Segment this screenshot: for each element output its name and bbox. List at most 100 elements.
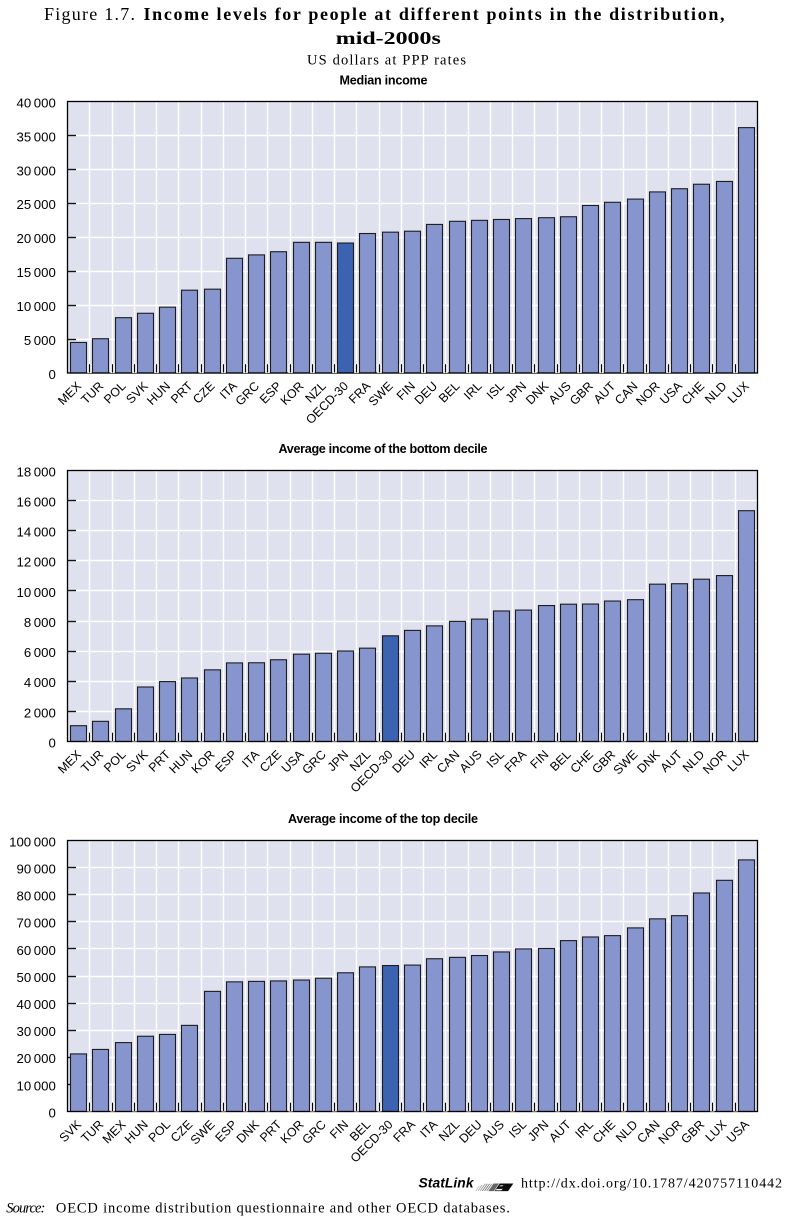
svg-text:FRA: FRA	[502, 747, 530, 775]
svg-text:HUN: HUN	[144, 379, 173, 408]
svg-text:Income levels for people at di: Income levels for people at different po…	[144, 4, 725, 24]
svg-text:JPN: JPN	[503, 379, 529, 405]
svg-text:BEL: BEL	[547, 747, 574, 774]
svg-text:8 000: 8 000	[24, 615, 56, 630]
svg-text:80 000: 80 000	[16, 889, 55, 904]
svg-text:LUX: LUX	[703, 1118, 730, 1145]
svg-text:GBR: GBR	[567, 379, 596, 408]
svg-text:14 000: 14 000	[16, 525, 55, 540]
svg-text:TUR: TUR	[78, 379, 106, 407]
svg-text:NOR: NOR	[633, 379, 662, 408]
svg-text:MEX: MEX	[55, 379, 84, 408]
svg-text:POL: POL	[101, 747, 129, 775]
svg-text:POL: POL	[101, 379, 129, 407]
svg-text:LUX: LUX	[725, 379, 752, 406]
svg-text:USA: USA	[657, 379, 685, 407]
svg-text:ESP: ESP	[257, 379, 284, 406]
svg-text:25 000: 25 000	[16, 197, 55, 212]
svg-text:BEL: BEL	[436, 379, 463, 406]
svg-text:MEX: MEX	[55, 748, 84, 777]
svg-text:GBR: GBR	[678, 1117, 707, 1146]
svg-text:GRC: GRC	[300, 1117, 329, 1146]
svg-text:30 000: 30 000	[16, 1024, 55, 1039]
svg-text:5 000: 5 000	[24, 333, 56, 348]
svg-text:30 000: 30 000	[16, 163, 55, 178]
svg-text:35 000: 35 000	[16, 129, 55, 144]
svg-text:IRL: IRL	[461, 379, 485, 403]
svg-text:JPN: JPN	[525, 1118, 551, 1144]
svg-text:CAN: CAN	[434, 748, 462, 776]
svg-text:Average income of the bottom d: Average income of the bottom decile	[279, 442, 488, 456]
svg-text:AUS: AUS	[479, 1118, 507, 1146]
svg-text:10 000: 10 000	[16, 585, 55, 600]
svg-text:KOR: KOR	[278, 1117, 307, 1146]
svg-text:15 000: 15 000	[16, 265, 55, 280]
svg-text:10 000: 10 000	[16, 1078, 55, 1093]
svg-text:CHE: CHE	[590, 1118, 618, 1146]
svg-text:GRC: GRC	[233, 379, 262, 408]
svg-text:50 000: 50 000	[16, 970, 55, 985]
svg-text:18 000: 18 000	[16, 464, 55, 479]
svg-text:HUN: HUN	[166, 748, 195, 777]
svg-text:JPN: JPN	[325, 748, 351, 774]
svg-text:0: 0	[48, 1105, 55, 1120]
svg-text:ISL: ISL	[484, 379, 507, 402]
svg-text:CHE: CHE	[568, 748, 596, 776]
svg-text:AUS: AUS	[546, 379, 574, 407]
svg-text:NZL: NZL	[436, 1117, 463, 1144]
svg-text:HUN: HUN	[122, 1118, 151, 1147]
svg-text:FIN: FIN	[327, 1118, 351, 1142]
svg-text:mid-2000s: mid-2000s	[336, 28, 441, 48]
svg-text:NLD: NLD	[613, 1117, 640, 1144]
svg-text:16 000: 16 000	[16, 495, 55, 510]
svg-text:FRA: FRA	[390, 1117, 418, 1145]
svg-text:ITA: ITA	[417, 1117, 440, 1140]
svg-text:4 000: 4 000	[24, 675, 56, 690]
svg-text:ESP: ESP	[212, 748, 239, 775]
svg-text:60 000: 60 000	[16, 943, 55, 958]
svg-text:6 000: 6 000	[24, 645, 56, 660]
svg-text:POL: POL	[146, 1117, 174, 1145]
svg-text:CZE: CZE	[257, 748, 284, 775]
svg-text:TUR: TUR	[78, 1117, 106, 1145]
svg-text:CAN: CAN	[612, 379, 640, 407]
svg-text:MEX: MEX	[100, 1118, 129, 1147]
svg-text:TUR: TUR	[78, 747, 106, 775]
svg-text:SWE: SWE	[188, 1118, 218, 1148]
svg-text:Figure 1.7.: Figure 1.7.	[44, 4, 135, 24]
svg-text:SVK: SVK	[57, 1117, 85, 1145]
svg-text:ISL: ISL	[506, 1117, 529, 1140]
svg-text:40 000: 40 000	[16, 997, 55, 1012]
svg-text:70 000: 70 000	[16, 916, 55, 931]
svg-text:FIN: FIN	[527, 748, 551, 772]
svg-text:DNK: DNK	[634, 747, 663, 776]
svg-text:NOR: NOR	[700, 747, 729, 776]
svg-text:AUT: AUT	[591, 379, 619, 407]
svg-text:OECD income distribution quest: OECD income distribution questionnaire a…	[56, 1201, 510, 1217]
svg-text:CHE: CHE	[679, 379, 707, 407]
svg-text:2 000: 2 000	[24, 705, 56, 720]
svg-text:AUT: AUT	[546, 1117, 574, 1145]
svg-text:PRT: PRT	[168, 379, 196, 407]
svg-text:Average income of the top deci: Average income of the top decile	[288, 812, 478, 826]
svg-text:DEU: DEU	[412, 379, 440, 407]
svg-text:NOR: NOR	[656, 1117, 685, 1146]
svg-text:USA: USA	[724, 1117, 752, 1145]
svg-text:20 000: 20 000	[16, 231, 55, 246]
svg-text:10 000: 10 000	[16, 299, 55, 314]
svg-text:NLD: NLD	[702, 379, 729, 406]
svg-text:40 000: 40 000	[16, 95, 55, 110]
svg-text:GRC: GRC	[300, 747, 329, 776]
svg-text:StatLink: StatLink	[419, 1176, 475, 1191]
svg-text:CAN: CAN	[634, 1118, 662, 1146]
svg-text:US dollars at PPP rates: US dollars at PPP rates	[307, 53, 466, 69]
svg-text:SWE: SWE	[366, 379, 396, 409]
svg-text:AUT: AUT	[658, 747, 686, 775]
svg-text:DEU: DEU	[390, 748, 418, 776]
svg-text:DNK: DNK	[234, 1117, 263, 1146]
svg-text:KOR: KOR	[278, 379, 307, 408]
svg-text:0: 0	[48, 367, 55, 382]
svg-text:CZE: CZE	[190, 379, 217, 406]
svg-text:DNK: DNK	[523, 379, 552, 408]
svg-text:100 000: 100 000	[9, 834, 56, 849]
